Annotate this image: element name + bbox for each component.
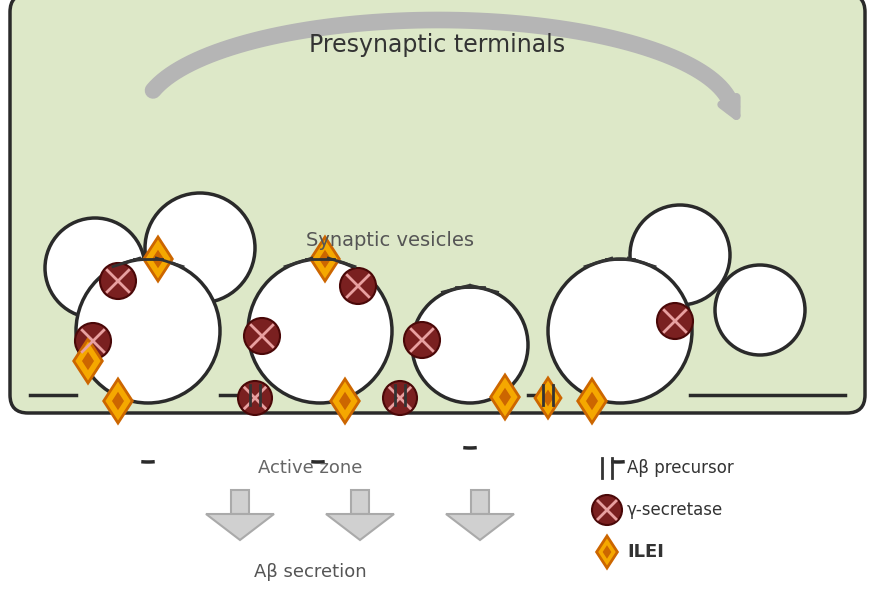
- Text: Active zone: Active zone: [258, 459, 362, 477]
- Polygon shape: [446, 514, 514, 540]
- Polygon shape: [586, 392, 598, 410]
- Circle shape: [715, 265, 805, 355]
- Circle shape: [248, 259, 392, 403]
- Circle shape: [244, 318, 280, 354]
- Circle shape: [412, 287, 528, 403]
- Polygon shape: [578, 379, 606, 423]
- Circle shape: [238, 381, 272, 415]
- Polygon shape: [542, 389, 554, 406]
- Polygon shape: [74, 339, 102, 383]
- Text: Aβ secretion: Aβ secretion: [254, 563, 367, 581]
- Text: Presynaptic terminals: Presynaptic terminals: [309, 33, 565, 57]
- Bar: [471, 490, 489, 514]
- Polygon shape: [491, 375, 519, 419]
- FancyBboxPatch shape: [10, 0, 865, 413]
- Text: γ-secretase: γ-secretase: [627, 501, 724, 519]
- Circle shape: [592, 495, 622, 525]
- Circle shape: [45, 218, 145, 318]
- Polygon shape: [499, 388, 511, 406]
- Circle shape: [340, 268, 376, 304]
- Circle shape: [404, 322, 440, 358]
- Polygon shape: [597, 536, 618, 568]
- Circle shape: [383, 381, 417, 415]
- Bar: [231, 490, 249, 514]
- Circle shape: [630, 205, 730, 305]
- Polygon shape: [535, 378, 561, 418]
- Circle shape: [548, 259, 692, 403]
- Circle shape: [76, 259, 220, 403]
- Circle shape: [100, 263, 136, 299]
- Polygon shape: [144, 237, 172, 281]
- Bar: [351, 490, 369, 514]
- Polygon shape: [331, 379, 360, 423]
- Polygon shape: [326, 514, 394, 540]
- Circle shape: [75, 323, 111, 359]
- Polygon shape: [152, 250, 164, 268]
- Text: Aβ precursor: Aβ precursor: [627, 459, 734, 477]
- Polygon shape: [206, 514, 274, 540]
- Circle shape: [657, 303, 693, 339]
- Polygon shape: [319, 250, 331, 268]
- Polygon shape: [339, 392, 351, 410]
- Text: Synaptic vesicles: Synaptic vesicles: [306, 231, 474, 250]
- Circle shape: [145, 193, 255, 303]
- Text: ILEI: ILEI: [627, 543, 664, 561]
- Polygon shape: [603, 545, 612, 559]
- Polygon shape: [104, 379, 132, 423]
- Polygon shape: [82, 352, 94, 370]
- Polygon shape: [311, 237, 340, 281]
- Polygon shape: [112, 392, 124, 410]
